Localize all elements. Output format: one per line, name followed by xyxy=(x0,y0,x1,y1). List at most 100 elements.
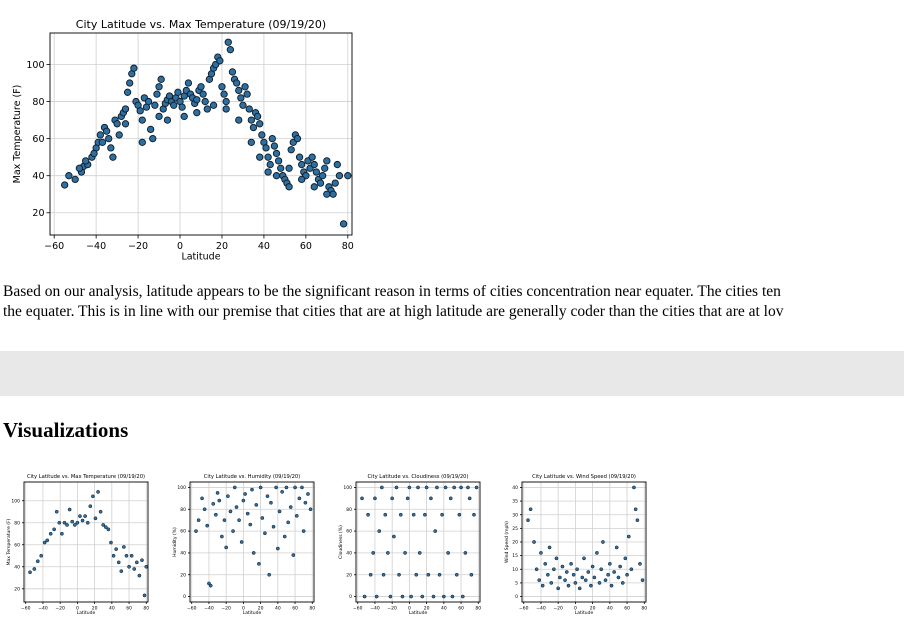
data-point xyxy=(239,101,247,109)
data-point xyxy=(71,175,79,184)
data-point xyxy=(132,567,137,571)
data-point xyxy=(82,157,90,165)
data-point xyxy=(318,172,327,180)
max-temp-chart-large: −60 −40 −20 0 20 40 60 80 20 40 60 80 100 City Latitu… xyxy=(0,8,360,263)
data-point xyxy=(390,496,395,501)
data-point xyxy=(589,583,593,588)
data-point xyxy=(466,485,470,490)
data-point xyxy=(423,512,427,517)
y-tick-label: 100 xyxy=(343,485,352,491)
data-point xyxy=(629,567,634,572)
data-point xyxy=(245,105,253,113)
data-point xyxy=(48,531,53,536)
thumbnail-wind-speed[interactable]: −60 −40 −20 0 20 40 60 80 0 5 10 15 20 25 30 35 40 City L… xyxy=(500,466,652,624)
data-point xyxy=(537,578,542,583)
data-point xyxy=(411,512,416,517)
data-point xyxy=(612,570,616,574)
data-point xyxy=(601,540,605,544)
x-tick-label: −40 xyxy=(536,606,546,612)
data-point xyxy=(262,144,270,152)
data-point xyxy=(124,553,129,558)
thumbnail-humidity[interactable]: −60 −40 −20 0 20 40 60 80 0 20 40 60 80 100 City Latit… xyxy=(168,466,320,624)
data-point xyxy=(437,572,442,577)
plot-frame xyxy=(355,481,481,603)
y-tick-label: 20 xyxy=(512,540,518,546)
data-point xyxy=(308,507,313,512)
data-point xyxy=(293,134,302,143)
data-point xyxy=(288,505,293,509)
data-point xyxy=(569,561,573,566)
data-point xyxy=(98,509,103,514)
data-point xyxy=(239,540,244,544)
data-point xyxy=(564,570,569,574)
x-axis-label: Latitude xyxy=(181,252,220,263)
data-point xyxy=(333,160,341,169)
x-tick-label: 20 xyxy=(590,606,596,612)
y-tick-label: 40 xyxy=(346,550,352,556)
data-point xyxy=(251,551,256,555)
y-tick-label: 35 xyxy=(512,499,518,505)
data-point xyxy=(625,572,629,577)
data-point xyxy=(241,498,246,503)
data-point xyxy=(237,94,245,102)
y-tick-label: 0 xyxy=(349,594,352,600)
data-point xyxy=(294,513,299,518)
data-point xyxy=(258,131,266,139)
data-point xyxy=(62,520,67,525)
analysis-line-1: Based on our analysis, latitude appears … xyxy=(3,283,781,300)
data-point xyxy=(626,534,631,539)
data-point xyxy=(60,531,64,536)
data-point xyxy=(199,90,207,98)
data-point xyxy=(543,561,548,566)
chart-title: City Latitude vs. Humidity (09/19/20) xyxy=(204,474,300,480)
data-point xyxy=(61,181,69,189)
data-point xyxy=(52,527,56,532)
x-tick-label: −60 xyxy=(519,606,529,612)
data-point xyxy=(235,116,243,124)
thumbnail-cloudiness[interactable]: −60 −40 −20 0 20 40 60 80 0 20 40 60 80 100 City Latit… xyxy=(334,466,486,624)
data-point xyxy=(264,168,272,176)
x-tick-label: 40 xyxy=(258,241,270,252)
data-point xyxy=(222,105,230,113)
data-point xyxy=(429,496,433,501)
x-tick-label: 0 xyxy=(574,606,577,612)
data-point xyxy=(339,220,348,228)
x-tick-label: 80 xyxy=(342,241,354,252)
data-point xyxy=(280,489,284,494)
data-point xyxy=(265,494,270,499)
data-point xyxy=(285,183,293,191)
chart-title: City Latitude vs. Max Temperature (09/19… xyxy=(27,474,145,480)
data-point xyxy=(129,553,134,558)
plot-frame xyxy=(521,481,647,603)
data-point xyxy=(267,572,272,577)
data-point xyxy=(633,507,638,512)
data-point xyxy=(260,516,265,520)
data-point xyxy=(563,578,567,583)
thumbnail-max-temp[interactable]: −60 −40 −20 0 20 40 60 80 20 40 60 80 100 City Latitu… xyxy=(2,466,154,624)
data-point xyxy=(216,57,224,65)
data-point xyxy=(243,90,251,98)
x-tick-label: −40 xyxy=(370,606,380,612)
data-point xyxy=(286,520,291,525)
data-point xyxy=(248,522,253,527)
data-point xyxy=(80,518,85,523)
data-point xyxy=(134,560,139,565)
data-point xyxy=(582,556,586,561)
y-tick-label: 20 xyxy=(14,586,20,592)
x-tick-label: 80 xyxy=(475,606,481,612)
data-point xyxy=(526,518,530,523)
chart-title: City Latitude vs. Max Temperature (09/19… xyxy=(76,18,326,31)
data-point xyxy=(577,586,582,591)
data-point xyxy=(144,564,149,569)
analysis-line-2: the equater. This is in line with our pr… xyxy=(3,303,784,320)
thumbnail-max-temp-svg: −60 −40 −20 0 20 40 60 80 20 40 60 80 100 City Latitu… xyxy=(6,474,149,616)
data-point xyxy=(98,138,107,146)
data-point xyxy=(149,134,157,143)
data-point xyxy=(256,120,264,128)
data-point xyxy=(243,492,247,496)
data-point xyxy=(383,512,388,517)
data-point xyxy=(360,496,364,501)
chart-title: City Latitude vs. Cloudiness (09/19/20) xyxy=(367,474,468,480)
x-tick-label: 60 xyxy=(292,606,298,612)
data-point xyxy=(122,545,126,549)
